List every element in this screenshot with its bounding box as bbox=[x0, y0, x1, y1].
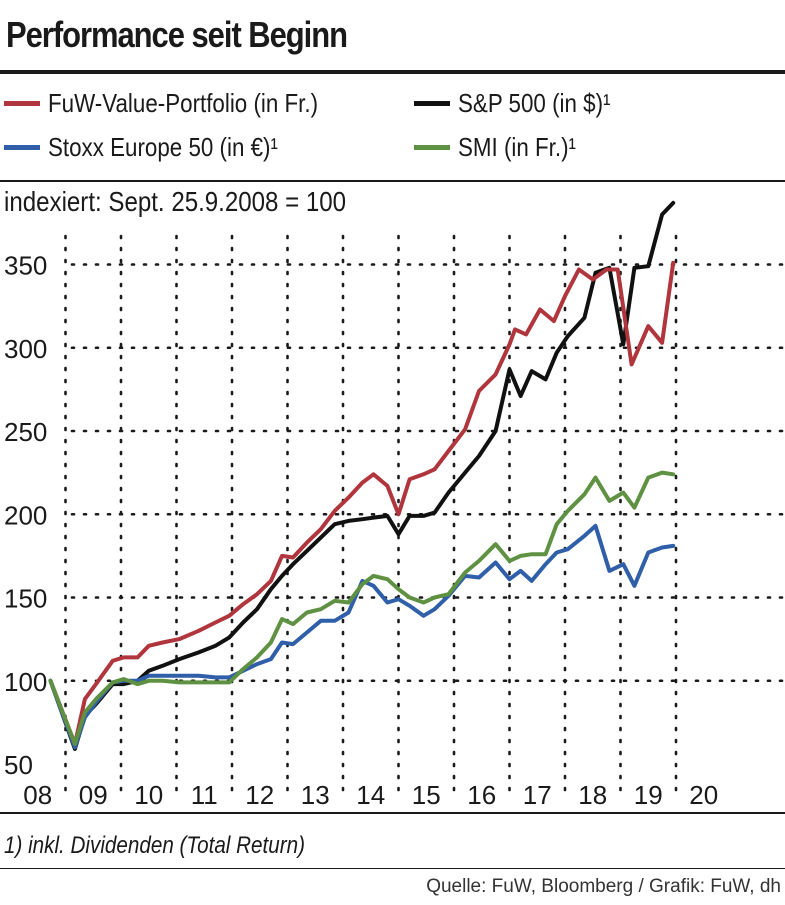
x-tick-label-08: 08 bbox=[23, 780, 52, 810]
footnote: 1) inkl. Dividenden (Total Return) bbox=[4, 832, 305, 859]
footer-rule bbox=[0, 868, 785, 869]
legend-swatch-sp500 bbox=[414, 101, 450, 106]
x-tick-label-10: 10 bbox=[134, 780, 163, 810]
x-tick-label-14: 14 bbox=[356, 780, 385, 810]
line-chart: 50 100 150 200 250 300 350 08 09 10 11 12 13 14 15 16 17… bbox=[4, 200, 785, 811]
top-rule bbox=[0, 70, 785, 74]
x-tick-label-20: 20 bbox=[689, 780, 718, 810]
chart-bottom-rule bbox=[0, 812, 785, 814]
chart-title: Performance seit Beginn bbox=[6, 14, 348, 55]
legend: FuW-Value-Portfolio (in Fr.) S&P 500 (in… bbox=[0, 80, 785, 180]
axes: 50 100 150 200 250 300 350 08 09 10 11 12 13 14 15 16 17… bbox=[4, 251, 718, 811]
y-tick-label-50: 50 bbox=[4, 750, 33, 780]
x-tick-label-16: 16 bbox=[467, 780, 496, 810]
x-tick-label-15: 15 bbox=[412, 780, 441, 810]
x-tick-label-13: 13 bbox=[301, 780, 330, 810]
y-tick-label-200: 200 bbox=[4, 500, 47, 530]
legend-label-sp500: S&P 500 (in $)¹ bbox=[458, 88, 611, 118]
legend-item-smi: SMI (in Fr.)¹ bbox=[414, 132, 595, 163]
y-tick-label-150: 150 bbox=[4, 584, 47, 614]
legend-label-smi: SMI (in Fr.)¹ bbox=[458, 132, 577, 162]
chart-subtitle: indexiert: Sept. 25.9.2008 = 100 bbox=[4, 186, 347, 217]
legend-swatch-smi bbox=[414, 145, 450, 150]
legend-swatch-stoxx bbox=[4, 145, 40, 150]
line-stoxx-europe-50 bbox=[48, 523, 676, 750]
x-tick-label-19: 19 bbox=[634, 780, 663, 810]
x-tick-label-09: 09 bbox=[79, 780, 108, 810]
series-lines bbox=[48, 200, 676, 751]
legend-item-sp500: S&P 500 (in $)¹ bbox=[414, 88, 635, 119]
y-tick-label-250: 250 bbox=[4, 417, 47, 447]
line-fuw-value-portfolio bbox=[48, 260, 676, 746]
x-tick-label-12: 12 bbox=[245, 780, 274, 810]
legend-swatch-fuw bbox=[4, 101, 40, 106]
line-sp500 bbox=[48, 200, 676, 751]
legend-item-stoxx: Stoxx Europe 50 (in €)¹ bbox=[4, 132, 315, 163]
x-tick-label-18: 18 bbox=[578, 780, 607, 810]
line-smi bbox=[48, 470, 676, 746]
legend-label-stoxx: Stoxx Europe 50 (in €)¹ bbox=[48, 132, 278, 162]
grid bbox=[64, 234, 785, 792]
legend-item-fuw: FuW-Value-Portfolio (in Fr.) bbox=[4, 88, 362, 119]
y-tick-label-300: 300 bbox=[4, 334, 47, 364]
legend-rule bbox=[0, 180, 785, 182]
legend-label-fuw: FuW-Value-Portfolio (in Fr.) bbox=[48, 88, 319, 118]
y-tick-label-100: 100 bbox=[4, 667, 47, 697]
source-credit: Quelle: FuW, Bloomberg / Grafik: FuW, dh bbox=[426, 876, 781, 897]
x-tick-label-11: 11 bbox=[191, 780, 218, 810]
y-tick-label-350: 350 bbox=[4, 251, 47, 281]
x-tick-label-17: 17 bbox=[523, 780, 552, 810]
